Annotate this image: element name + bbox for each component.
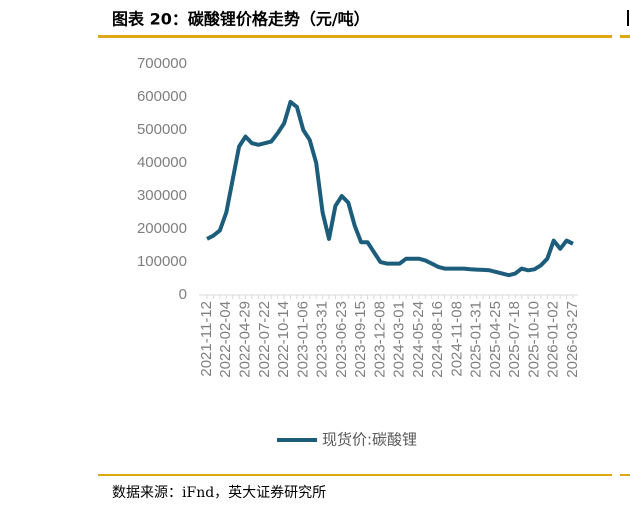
y-tick-label: 400000	[137, 154, 187, 171]
x-tick-label: 2022-10-14	[275, 301, 292, 378]
y-tick-label: 100000	[137, 253, 187, 270]
y-tick-label: 600000	[137, 88, 187, 105]
title-rule	[98, 35, 612, 38]
x-tick-label: 2026-03-27	[564, 301, 581, 378]
edge-mark	[627, 10, 629, 26]
line-series	[206, 99, 574, 278]
legend-label: 现货价:碳酸锂	[322, 431, 417, 449]
x-tick-label: 2023-09-15	[352, 301, 369, 378]
x-tick-label: 2024-11-08	[448, 301, 465, 377]
x-tick-label: 2022-04-29	[236, 301, 253, 378]
x-tick-label: 2025-07-18	[506, 301, 523, 378]
y-tick-label: 500000	[137, 121, 187, 138]
source: 数据来源：iFnd，英大证券研究所	[112, 484, 326, 501]
source-rule	[98, 474, 612, 476]
x-tick-label: 2023-12-08	[371, 301, 388, 378]
x-tick-label: 2023-06-23	[333, 301, 350, 378]
x-tick-label: 2026-01-02	[545, 301, 562, 378]
x-tick-label: 2024-03-01	[391, 301, 408, 378]
x-tick-label: 2021-11-12	[198, 301, 215, 377]
source-rule	[620, 474, 630, 476]
x-tick-label: 2025-01-31	[468, 301, 485, 378]
y-tick-label: 300000	[137, 187, 187, 204]
y-tick-label: 200000	[137, 220, 187, 237]
x-tick-label: 2022-02-04	[217, 301, 234, 378]
x-tick-label: 2025-04-25	[487, 301, 504, 378]
x-tick-label: 2022-07-22	[256, 301, 273, 378]
x-tick-label: 2024-05-24	[410, 301, 427, 378]
x-tick-label: 2025-10-10	[525, 301, 542, 378]
x-tick-label: 2024-08-16	[429, 301, 446, 378]
title-rule	[620, 35, 630, 38]
x-tick-label: 2023-01-06	[294, 301, 311, 378]
chart-title: 图表 20：碳酸锂价格走势（元/吨）	[112, 10, 370, 29]
x-tick-label: 2023-03-31	[314, 301, 331, 378]
y-tick-label: 700000	[137, 55, 187, 72]
y-tick-label: 0	[179, 286, 187, 303]
